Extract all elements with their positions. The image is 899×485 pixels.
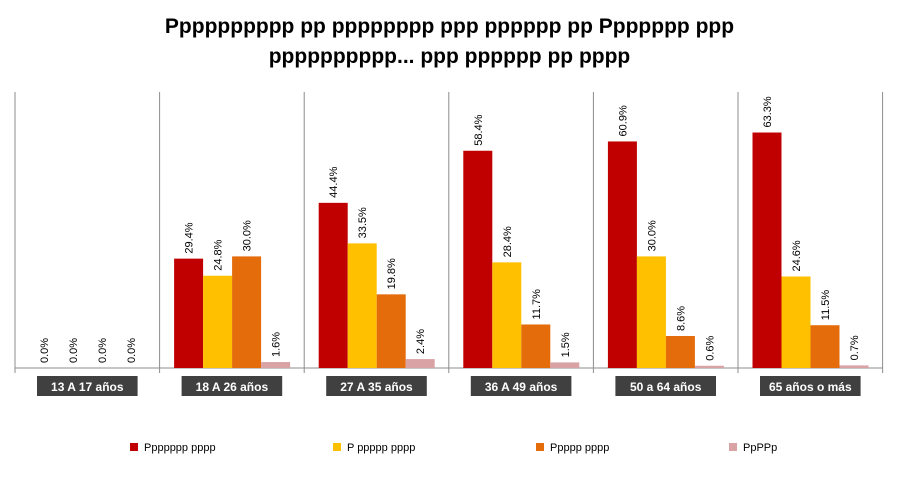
data-label: 8.6%: [675, 306, 687, 331]
bar: [521, 324, 551, 368]
legend-swatch: [130, 443, 138, 451]
data-label: 63.3%: [762, 96, 774, 127]
category-label: 36 A 49 años: [485, 380, 558, 394]
data-label-group: 0.0% 0.0% 0.0% 0.0% 29.4% 24.8% 30.0% 1.6% 44.4%…: [39, 96, 861, 363]
category-label-background: [760, 376, 861, 396]
chart-title-line-2: pppppppppp... ppp pppppp pp pppp: [268, 45, 631, 68]
bar: [752, 132, 782, 368]
legend-swatch: [536, 443, 544, 451]
bar: [550, 362, 580, 368]
data-label: 24.8%: [213, 239, 225, 270]
data-label: 11.7%: [531, 289, 543, 320]
data-label: 19.8%: [386, 258, 398, 289]
category-label: 27 A 35 años: [340, 380, 413, 394]
chart-frame: [14, 92, 884, 373]
bar: [607, 141, 637, 368]
bar: [665, 336, 695, 368]
data-label: 0.0%: [68, 338, 80, 363]
data-label: 0.6%: [704, 335, 716, 360]
data-label: 30.0%: [646, 220, 658, 251]
legend-label: P ppppp pppp: [347, 442, 415, 454]
bar: [174, 258, 204, 368]
bar: [463, 150, 493, 368]
data-label: 0.0%: [39, 338, 51, 363]
data-label: 33.5%: [357, 207, 369, 238]
legend-label: Ppppp pppp: [550, 442, 609, 454]
data-label: 24.6%: [791, 240, 803, 271]
bar: [232, 256, 262, 368]
bar: [318, 202, 348, 368]
data-label: 1.5%: [560, 332, 572, 357]
bar: [405, 359, 435, 368]
category-label-background: [181, 376, 283, 396]
data-label: 2.4%: [415, 329, 427, 354]
bar: [203, 275, 233, 368]
data-label: 29.4%: [184, 222, 196, 253]
legend-swatch: [729, 443, 737, 451]
data-label: 58.4%: [473, 114, 485, 145]
chart-title: Pppppppppp pp pppppppp ppp pppppp pp Ppp…: [0, 12, 899, 72]
bar: [492, 262, 522, 368]
data-label: 30.0%: [242, 220, 254, 251]
data-label: 60.9%: [617, 105, 629, 136]
category-label-background: [326, 376, 427, 396]
category-label: 50 a 64 años: [630, 380, 702, 394]
bar: [376, 294, 406, 368]
legend: Ppppppp pppp P ppppp pppp Ppppp pppp PpPPp: [130, 442, 777, 454]
data-label: 0.0%: [97, 338, 109, 363]
data-label: 0.0%: [126, 338, 138, 363]
bar: [781, 276, 811, 368]
category-label: 65 años o más: [769, 380, 852, 394]
data-label: 28.4%: [502, 226, 514, 257]
data-label: 11.5%: [820, 290, 832, 321]
category-label-background: [470, 376, 572, 396]
category-label-background: [615, 376, 716, 396]
category-label-background: [37, 376, 138, 396]
data-label: 0.7%: [849, 335, 861, 360]
legend-label: Ppppppp pppp: [144, 442, 216, 454]
category-label: 13 A 17 años: [51, 380, 124, 394]
bar: [694, 365, 724, 368]
bar: [636, 256, 666, 368]
data-label: 44.4%: [328, 166, 340, 197]
bar: [810, 325, 840, 368]
bar: [347, 243, 377, 368]
data-label: 1.6%: [271, 332, 283, 357]
legend-label: PpPPp: [743, 442, 777, 454]
bar: [261, 362, 291, 368]
chart-title-line-1: Pppppppppp pp pppppppp ppp pppppp pp Ppp…: [164, 15, 735, 38]
bar-group: [174, 132, 869, 368]
category-label-group: 13 A 17 años 18 A 26 años 27 A 35 años 36 A…: [37, 376, 861, 396]
bar: [839, 365, 869, 368]
category-label: 18 A 26 años: [196, 380, 269, 394]
legend-swatch: [333, 443, 341, 451]
